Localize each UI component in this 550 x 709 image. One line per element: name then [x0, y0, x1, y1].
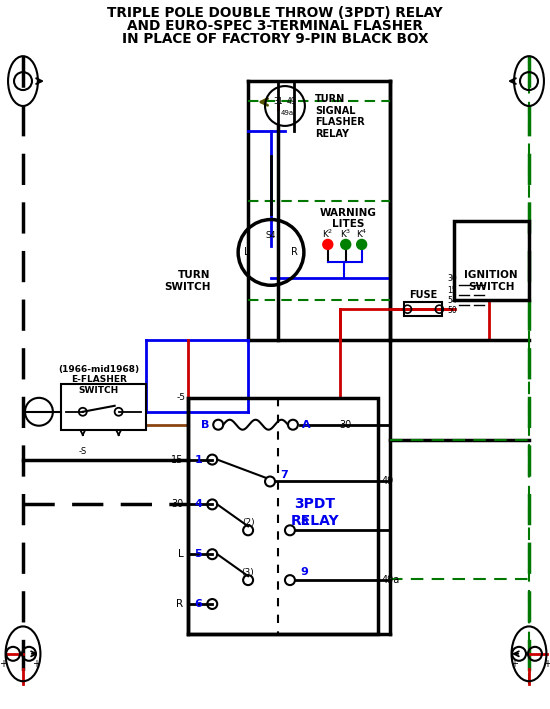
Bar — [188, 398, 378, 634]
Text: R: R — [292, 247, 298, 257]
Text: TURN
SWITCH: TURN SWITCH — [164, 270, 210, 292]
Text: 7: 7 — [280, 469, 288, 479]
Text: TURN
SIGNAL
FLASHER
RELAY: TURN SIGNAL FLASHER RELAY — [315, 94, 365, 139]
Text: -S: -S — [79, 447, 87, 456]
Text: +: + — [543, 659, 550, 669]
Text: K$^2$: K$^2$ — [322, 228, 333, 240]
Text: L: L — [178, 549, 183, 559]
Text: 31: 31 — [273, 96, 283, 106]
Text: 9: 9 — [300, 567, 308, 577]
Text: (2): (2) — [242, 518, 255, 527]
Circle shape — [357, 240, 367, 250]
Text: AND EURO-SPEC 3-TERMINAL FLASHER: AND EURO-SPEC 3-TERMINAL FLASHER — [127, 19, 423, 33]
Text: 15: 15 — [171, 454, 183, 464]
Text: 1: 1 — [195, 454, 202, 464]
Text: IN PLACE OF FACTORY 9-PIN BLACK BOX: IN PLACE OF FACTORY 9-PIN BLACK BOX — [122, 33, 428, 46]
Text: 54: 54 — [448, 296, 457, 305]
Text: +: + — [510, 659, 518, 669]
Text: 49: 49 — [382, 476, 394, 486]
Text: 8: 8 — [300, 518, 307, 527]
Text: (1966-mid1968)
E-FLASHER
SWITCH: (1966-mid1968) E-FLASHER SWITCH — [58, 365, 139, 395]
Text: 15: 15 — [448, 286, 457, 295]
Text: +: + — [0, 659, 7, 669]
Bar — [454, 220, 529, 300]
Text: IGNITION
SWITCH: IGNITION SWITCH — [464, 270, 518, 292]
Text: 50: 50 — [448, 306, 457, 315]
Text: FUSE: FUSE — [409, 290, 438, 300]
Circle shape — [323, 240, 333, 250]
Text: 6: 6 — [194, 599, 202, 609]
Text: WARNING
LITES: WARNING LITES — [319, 208, 376, 229]
Text: K$^4$: K$^4$ — [356, 228, 367, 240]
Text: 4: 4 — [194, 499, 202, 509]
Text: 49a: 49a — [382, 575, 400, 585]
Text: B: B — [201, 420, 210, 430]
Bar — [61, 384, 146, 430]
Text: 49a: 49a — [280, 110, 294, 116]
Text: S4: S4 — [266, 231, 276, 240]
Circle shape — [341, 240, 351, 250]
Text: 3PDT
RELAY: 3PDT RELAY — [290, 498, 339, 527]
Text: 30: 30 — [340, 420, 352, 430]
Text: 30: 30 — [448, 274, 457, 283]
Text: 49: 49 — [287, 96, 297, 106]
Text: R: R — [176, 599, 183, 609]
Text: (3): (3) — [242, 568, 255, 576]
Text: -5: -5 — [177, 393, 185, 402]
Text: K$^3$: K$^3$ — [340, 228, 351, 240]
Text: 5: 5 — [195, 549, 202, 559]
Text: A: A — [302, 420, 311, 430]
Text: +: + — [32, 659, 40, 669]
Text: L: L — [244, 247, 250, 257]
Text: TRIPLE POLE DOUBLE THROW (3PDT) RELAY: TRIPLE POLE DOUBLE THROW (3PDT) RELAY — [107, 6, 443, 21]
Bar — [404, 302, 442, 316]
Text: 30: 30 — [171, 499, 183, 509]
